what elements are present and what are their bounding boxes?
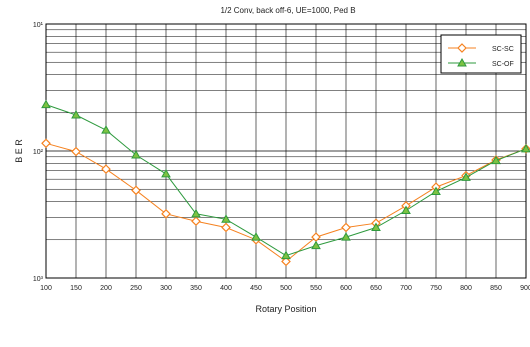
x-tick-label: 400 [220, 285, 232, 292]
legend-label-sc-of: SC-OF [492, 61, 514, 68]
y-axis-label: B E R [14, 139, 24, 163]
y-tick-label: 10² [33, 149, 44, 156]
x-tick-label: 150 [70, 285, 82, 292]
data-point-sc-of [101, 125, 111, 134]
legend-marker-sc-of [457, 57, 467, 67]
data-point-sc-of [461, 172, 471, 181]
data-point-sc-sc [221, 222, 231, 233]
legend-box [440, 34, 522, 74]
x-tick-label: 350 [190, 285, 202, 292]
x-tick-label: 600 [340, 285, 352, 292]
data-point-sc-of [131, 149, 141, 159]
data-point-sc-of [491, 155, 501, 165]
x-tick-label: 200 [100, 285, 112, 292]
data-point-sc-of [341, 232, 351, 241]
chart-title: 1/2 Conv, back off-6, UE=1000, Ped B [220, 6, 355, 15]
data-point-sc-of [521, 143, 530, 153]
x-tick-label: 650 [370, 285, 382, 292]
x-tick-label: 550 [310, 285, 322, 292]
x-tick-label: 500 [280, 285, 292, 292]
data-point-sc-of [371, 222, 381, 231]
legend-label-sc-sc: SC-SC [492, 46, 514, 53]
data-point-sc-of [71, 110, 81, 119]
data-point-sc-of [431, 186, 441, 195]
data-point-sc-sc [101, 164, 111, 174]
data-point-sc-sc [191, 216, 201, 227]
legend: SC-SC SC-OF [440, 34, 522, 74]
legend-marker-sc-sc [457, 43, 467, 53]
data-point-sc-sc [41, 138, 51, 149]
x-tick-label: 750 [430, 285, 442, 292]
y-tick-label: 10³ [33, 276, 44, 283]
data-point-sc-of [311, 240, 321, 250]
data-point-sc-of [161, 168, 171, 178]
x-tick-label: 800 [460, 285, 472, 292]
series-sc-of [41, 99, 530, 260]
x-tick-labels: 100 150 200 250 300 350 400 450 500 550 600 650 700 7… [40, 285, 530, 292]
data-point-sc-sc [161, 208, 171, 219]
series-layer [41, 99, 530, 267]
data-point-sc-sc [71, 146, 81, 157]
data-point-sc-sc [341, 222, 351, 233]
x-tick-label: 250 [130, 285, 142, 292]
x-tick-label: 300 [160, 285, 172, 292]
data-point-sc-of [281, 250, 291, 260]
x-tick-label: 700 [400, 285, 412, 292]
y-tick-labels: 10³ 10² 10¹ [33, 22, 44, 283]
data-point-sc-of [401, 205, 411, 215]
data-point-sc-of [191, 208, 201, 218]
x-tick-label: 100 [40, 285, 52, 292]
x-tick-label: 900 [520, 285, 530, 292]
x-tick-label: 450 [250, 285, 262, 292]
y-tick-label: 10¹ [33, 22, 44, 29]
x-axis-label: Rotary Position [255, 304, 316, 314]
data-point-sc-sc [131, 185, 141, 196]
data-point-sc-of [221, 214, 231, 223]
data-point-sc-of [251, 232, 261, 241]
data-point-sc-sc [281, 256, 291, 267]
data-point-sc-of [41, 99, 51, 109]
x-tick-label: 850 [490, 285, 502, 292]
